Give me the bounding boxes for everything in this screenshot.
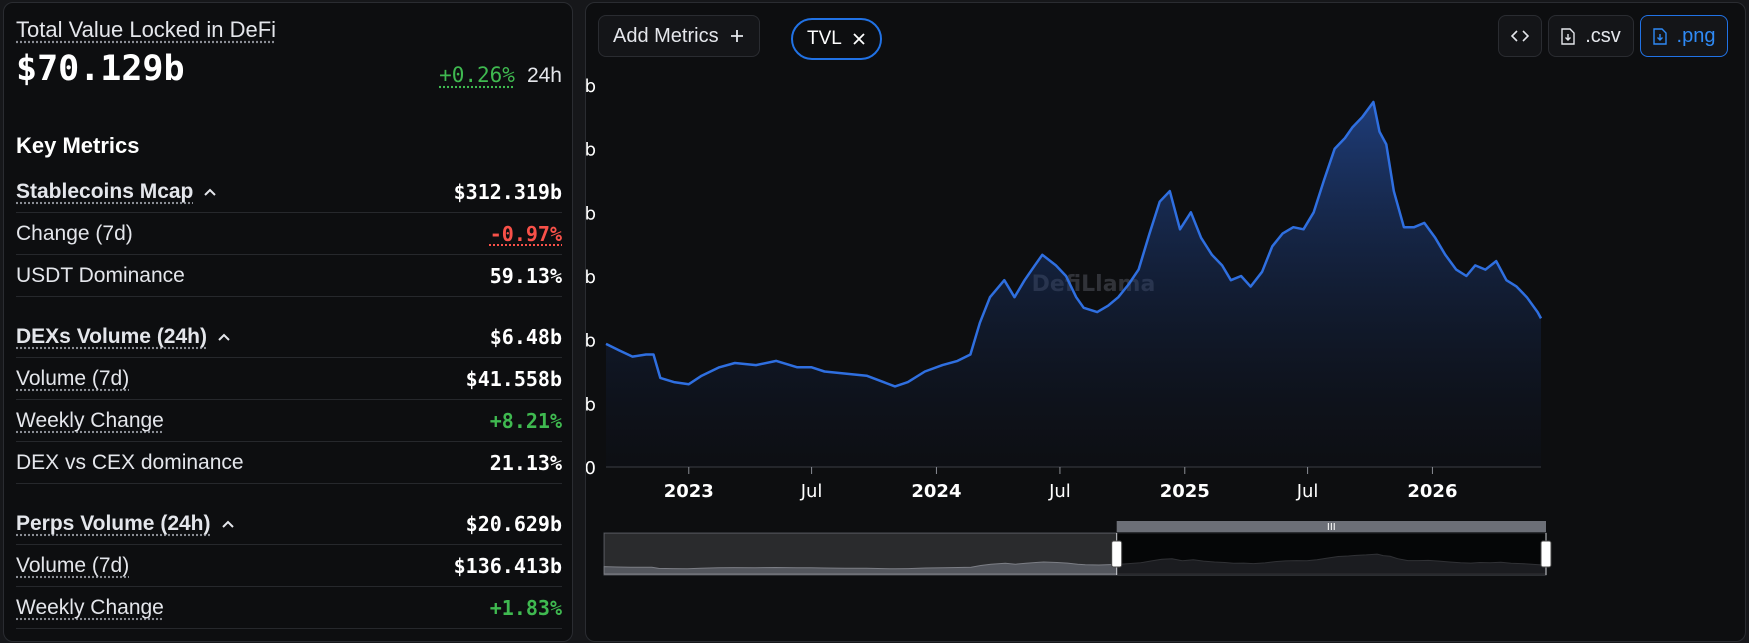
chevron-up-icon[interactable] (203, 187, 217, 197)
metric-value: 21.13% (489, 450, 562, 475)
metric-row: Weekly Change +8.21% (16, 400, 562, 442)
metric-row: Stablecoins Mcap $312.319b (16, 171, 562, 213)
y-tick-label: $60b (586, 331, 596, 352)
range-selected (1116, 533, 1546, 575)
metric-row: Volume (7d) $136.413b (16, 545, 562, 587)
code-icon (1511, 30, 1529, 42)
metric-value: 59.13% (489, 263, 562, 288)
metric-row: Change (7d) -0.97% (16, 213, 562, 255)
tvl-area (606, 102, 1541, 467)
metric-label: Volume (7d) (16, 554, 129, 578)
tvl-metric-label: TVL (807, 28, 842, 49)
tvl-value: $70.129b (16, 49, 185, 89)
file-download-icon (1652, 27, 1667, 45)
metric-label: Weekly Change (16, 596, 164, 620)
metric-label: DEX vs CEX dominance (16, 451, 244, 475)
metric-label-text: Stablecoins Mcap (16, 179, 194, 203)
x-tick-label: 2026 (1407, 481, 1457, 502)
metric-value: +1.83% (489, 595, 562, 620)
metric-label[interactable]: Stablecoins Mcap (16, 180, 217, 204)
range-handle[interactable] (1111, 540, 1123, 568)
y-tick-label: $30b (586, 394, 596, 415)
metric-value: +8.21% (489, 408, 562, 433)
metric-label-text: Perps Volume (24h) (16, 511, 211, 535)
chevron-up-icon[interactable] (217, 332, 231, 342)
metric-label-text: Weekly Change (16, 408, 164, 432)
y-tick-label: $150b (586, 140, 596, 161)
x-tick-label: Jul (800, 481, 823, 502)
range-unselected (604, 533, 1117, 575)
y-tick-label: $90b (586, 267, 596, 288)
x-tick-label: 2024 (911, 481, 961, 502)
metric-label-text: DEXs Volume (24h) (16, 324, 207, 348)
file-download-icon (1561, 27, 1575, 45)
tvl-title[interactable]: Total Value Locked in DeFi (16, 17, 277, 42)
metric-value: $20.629b (465, 511, 562, 536)
range-handle[interactable] (1540, 540, 1552, 568)
metric-label-text: USDT Dominance (16, 263, 185, 287)
metric-value: $136.413b (453, 553, 562, 578)
metric-label: Weekly Change (16, 409, 164, 433)
y-tick-label: $0 (586, 458, 596, 479)
metric-value: -0.97% (489, 221, 562, 246)
key-metrics-title: Key Metrics (16, 133, 140, 158)
range-drag-bar[interactable] (1116, 521, 1546, 532)
embed-button[interactable] (1498, 15, 1542, 57)
metric-row: USDT Dominance 59.13% (16, 255, 562, 297)
x-tick-label: Jul (1048, 481, 1071, 502)
y-tick-label: $120b (586, 203, 596, 224)
csv-label: .csv (1585, 24, 1621, 47)
drag-grip-icon: III (1327, 522, 1336, 533)
add-metrics-label: Add Metrics (613, 24, 719, 47)
metric-row: Volume (7d) $41.558b (16, 358, 562, 400)
metric-label: Change (7d) (16, 222, 133, 246)
tvl-summary-panel: Total Value Locked in DeFi $70.129b +0.2… (3, 2, 573, 642)
x-tick-label: 2025 (1160, 481, 1210, 502)
x-tick-label: Jul (1296, 481, 1319, 502)
y-tick-label: $180b (586, 76, 596, 97)
tvl-chart[interactable]: $0$30b$60b$90b$120b$150b$180bDefiLlama20… (586, 3, 1747, 643)
metric-label[interactable]: Perps Volume (24h) (16, 512, 235, 536)
tvl-change-period: 24h (526, 64, 562, 87)
chevron-up-icon[interactable] (221, 519, 235, 529)
metric-label[interactable]: DEXs Volume (24h) (16, 325, 231, 349)
download-png-button[interactable]: .png (1640, 15, 1728, 57)
metric-row: DEXs Volume (24h) $6.48b (16, 316, 562, 358)
x-tick-label: 2023 (664, 481, 714, 502)
png-label: .png (1676, 24, 1716, 47)
metric-value: $312.319b (453, 179, 562, 204)
download-csv-button[interactable]: .csv (1548, 15, 1634, 57)
metric-label-text: Volume (7d) (16, 553, 130, 577)
tvl-metric-pill[interactable]: TVL (791, 18, 882, 60)
metric-value: $41.558b (465, 366, 562, 391)
tvl-change: +0.26% 24h (439, 63, 562, 88)
metric-row: Weekly Change +1.83% (16, 587, 562, 629)
close-icon[interactable] (852, 32, 866, 46)
plus-icon (730, 30, 743, 42)
chart-panel: Add Metrics TVL .csv .png $0 $30b $60b $90b… (585, 2, 1746, 642)
metric-label-text: Weekly Change (16, 595, 164, 619)
add-metrics-button[interactable]: Add Metrics (598, 15, 760, 57)
metric-value: $6.48b (489, 324, 562, 349)
metric-row: Perps Volume (24h) $20.629b (16, 503, 562, 545)
metric-label-text: Change (7d) (16, 221, 133, 245)
metric-label: USDT Dominance (16, 264, 185, 288)
metric-label: Volume (7d) (16, 367, 129, 391)
metric-label-text: DEX vs CEX dominance (16, 450, 244, 474)
tvl-change-pct[interactable]: +0.26% (439, 63, 515, 87)
tvl-line[interactable] (605, 100, 1543, 388)
metric-label-text: Volume (7d) (16, 366, 130, 390)
metric-row: DEX vs CEX dominance 21.13% (16, 442, 562, 484)
